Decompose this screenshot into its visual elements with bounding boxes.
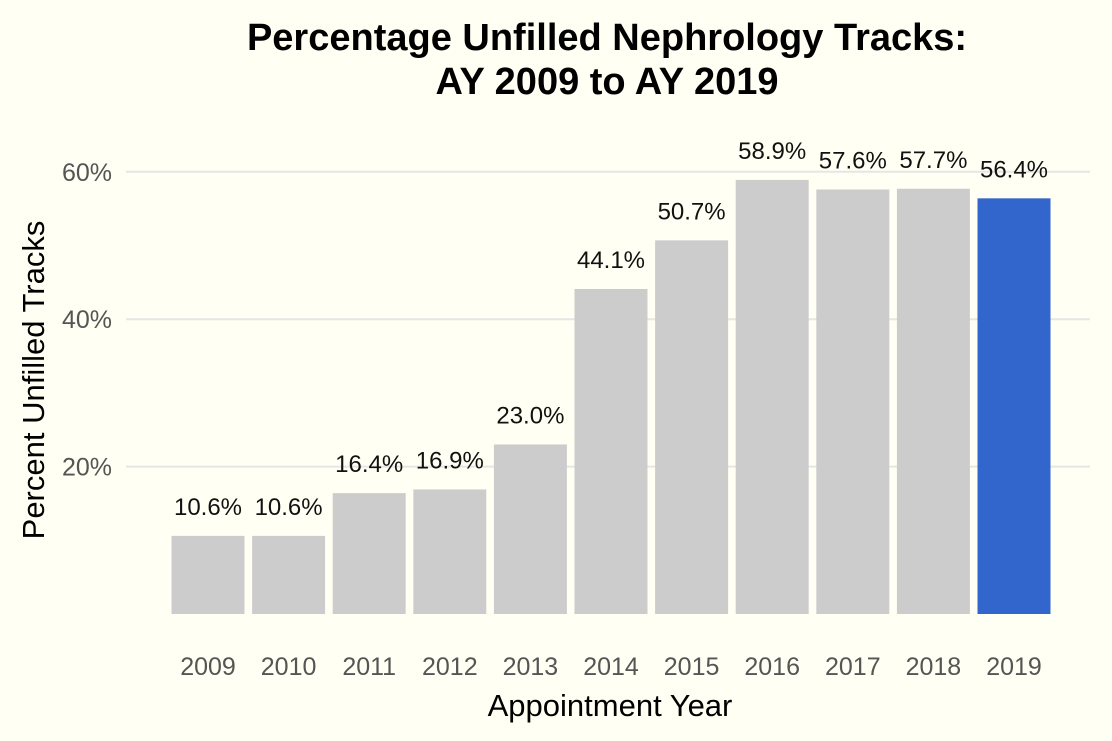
x-tick-label-2009: 2009 — [180, 653, 236, 681]
bar-2017 — [816, 189, 890, 614]
bar-2018 — [896, 188, 970, 614]
data-label-2019: 56.4% — [980, 156, 1048, 183]
x-tick-label-2013: 2013 — [503, 653, 559, 681]
bar-2015 — [655, 240, 729, 614]
y-tick-label: 20% — [62, 454, 112, 482]
data-label-2009: 10.6% — [174, 494, 242, 521]
chart-title-line-1: Percentage Unfilled Nephrology Tracks: — [247, 17, 967, 59]
data-label-2010: 10.6% — [255, 494, 323, 521]
x-tick-label-2019: 2019 — [986, 653, 1042, 681]
y-tick-label: 40% — [62, 306, 112, 334]
bars — [171, 179, 1051, 615]
x-axis-title: Appointment Year — [488, 688, 733, 723]
x-tick-label-2011: 2011 — [342, 653, 396, 681]
x-tick-label-2010: 2010 — [261, 653, 317, 681]
data-labels: 10.6% 10.6% 16.4% 16.9% 23.0% 44.1% 50.7% 58.9%… — [174, 138, 1048, 521]
bar-2016 — [735, 179, 809, 615]
x-tick-label-2017: 2017 — [825, 653, 881, 681]
data-label-2014: 44.1% — [577, 247, 645, 274]
data-label-2018: 57.7% — [899, 147, 967, 174]
bar-2014 — [574, 288, 648, 614]
bar-2009 — [171, 535, 245, 614]
x-tick-label-2012: 2012 — [422, 653, 478, 681]
x-axis-ticks: 2009 2010 2011 2012 2013 2014 2015 2016 2017 2018… — [180, 653, 1042, 681]
y-tick-label: 60% — [62, 159, 112, 187]
data-label-2017: 57.6% — [819, 147, 887, 174]
y-axis-ticks: 20% 40% 60% — [62, 159, 112, 482]
x-tick-label-2018: 2018 — [906, 653, 962, 681]
bar-2010 — [252, 535, 326, 614]
x-tick-label-2016: 2016 — [744, 653, 800, 681]
data-label-2012: 16.9% — [416, 447, 484, 474]
bar-2011 — [332, 493, 406, 614]
y-axis-title: Percent Unfilled Tracks — [16, 221, 51, 540]
data-label-2013: 23.0% — [496, 402, 564, 429]
bar-2012 — [413, 489, 487, 614]
data-label-2011: 16.4% — [335, 451, 403, 478]
data-label-2015: 50.7% — [658, 198, 726, 225]
x-tick-label-2014: 2014 — [583, 653, 639, 681]
chart-title-line-2: AY 2009 to AY 2019 — [436, 61, 779, 103]
x-tick-label-2015: 2015 — [664, 653, 720, 681]
data-label-2016: 58.9% — [738, 138, 806, 165]
bar-2013 — [493, 444, 567, 614]
bar-2019 — [977, 198, 1051, 614]
